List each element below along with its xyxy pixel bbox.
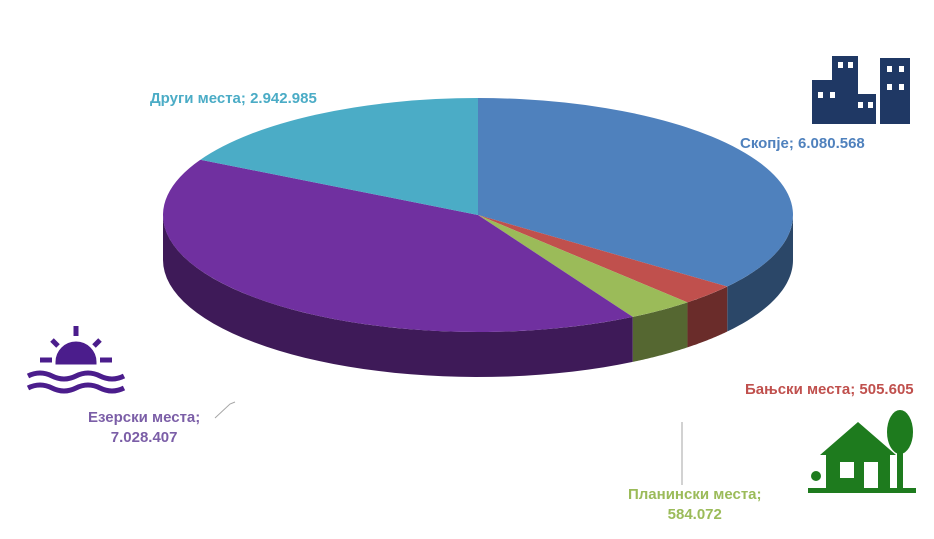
label-category: Скопје [740, 135, 798, 152]
slice-top [478, 98, 793, 287]
slice [478, 215, 688, 362]
label-category: Бањски места [745, 381, 859, 398]
slices [162, 98, 793, 377]
label-value: 7.028.407 [110, 429, 178, 446]
slice-side [687, 286, 728, 348]
lake-icon [26, 326, 126, 394]
slice-side [163, 215, 633, 377]
slice-top [478, 215, 728, 303]
data-label: Планински места 584.072 [628, 485, 762, 525]
slice-side [727, 215, 793, 332]
data-label: Други места2.942.985 [150, 89, 317, 109]
label-category: Езерски места [88, 409, 200, 426]
label-value: 584.072 [667, 506, 722, 523]
label-value: 505.605 [859, 381, 914, 398]
slice [478, 215, 728, 348]
slice-top [478, 215, 688, 317]
slice-top [162, 159, 633, 333]
label-category: Планински места [628, 486, 762, 503]
data-label: Бањски места505.605 [745, 380, 914, 400]
slice [162, 159, 633, 377]
slice-top [200, 98, 478, 215]
house-icon [808, 410, 916, 493]
slice [478, 98, 793, 332]
data-label: Езерски места 7.028.407 [88, 408, 200, 448]
label-category: Други места [150, 90, 250, 107]
slice-side [632, 302, 688, 362]
label-value: 2.942.985 [250, 90, 317, 107]
city-icon [812, 56, 910, 124]
data-label: Скопје6.080.568 [740, 134, 865, 154]
label-value: 6.080.568 [798, 135, 865, 152]
leader-line [214, 401, 236, 419]
slice [200, 98, 478, 215]
